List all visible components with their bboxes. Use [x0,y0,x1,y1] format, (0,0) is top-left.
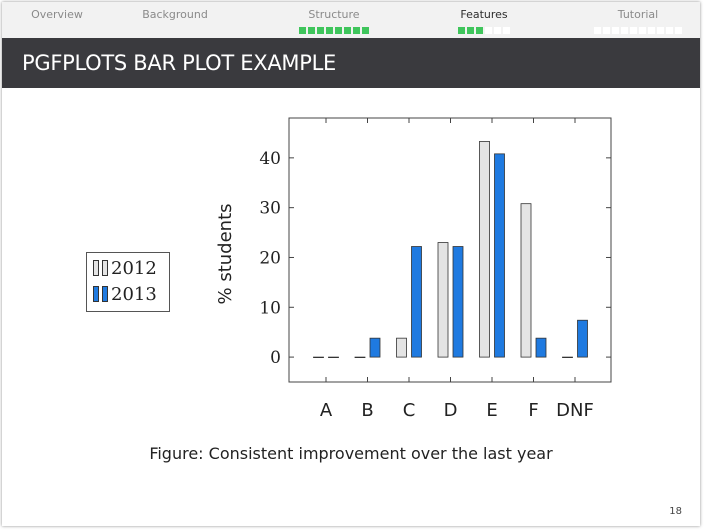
bar-2012-C [396,337,407,358]
nav-progress-dot [657,27,664,34]
x-tick-label: C [403,400,416,421]
y-tick-label: 40 [259,149,281,169]
y-tick-label: 30 [259,199,281,219]
x-tick-label: D [444,400,458,421]
nav-progress-dot [612,27,619,34]
legend-label: 2012 [111,257,157,279]
slide-title-bar: PGFPLOTS BAR PLOT EXAMPLE [2,38,700,88]
bar-2013-DNF [577,319,588,358]
nav-section-title: Tutorial [617,8,659,21]
nav-progress-dot [621,27,628,34]
nav-section-structure[interactable]: Structure [264,8,404,34]
nav-section-tutorial[interactable]: Tutorial [568,8,704,34]
bar-2012-DNF [562,356,573,358]
nav-progress-dot [503,27,510,34]
legend-item-2012: 2012 [93,257,157,279]
nav-progress-dots [568,27,704,34]
nav-progress-dot [485,27,492,34]
nav-progress-dot [639,27,646,34]
x-tick-label: B [361,400,373,421]
nav-section-title: Features [460,8,508,21]
plot-frame [288,117,612,383]
nav-progress-dot [648,27,655,34]
nav-section-overview[interactable]: Overview [0,8,127,27]
x-tick-label: A [320,400,333,421]
plot-layer: 0 10 20 30 40 % students A B C D E F DNF [215,117,612,421]
nav-progress-dot [458,27,465,34]
bar-2012-A [313,356,324,358]
nav-section-title: Background [142,8,208,21]
nav-progress-dot [594,27,601,34]
x-tick-label: F [528,400,538,421]
nav-progress-dot [630,27,637,34]
nav-section-features[interactable]: Features [414,8,554,34]
legend-label: 2013 [111,283,157,305]
nav-progress-dot [603,27,610,34]
legend-item-2013: 2013 [93,283,157,305]
slide: Overview Background Structure Features T… [2,2,700,526]
nav-progress-dot [335,27,342,34]
nav-progress-dot [362,27,369,34]
nav-progress-dot [317,27,324,34]
y-tick-label: 0 [270,348,281,368]
page-number: 18 [669,506,682,517]
nav-progress-dot [467,27,474,34]
bar-2013-E [494,153,505,358]
nav-progress-dot [675,27,682,34]
nav-progress-dot [476,27,483,34]
y-tick-label: 20 [259,248,281,268]
chart-legend: 2012 2013 [86,252,170,312]
nav-progress-dot [344,27,351,34]
x-tick-label: DNF [556,400,594,421]
nav-progress-dot [353,27,360,34]
x-tick-label: E [486,400,497,421]
nav-progress-dot [326,27,333,34]
bar-2012-D [437,242,449,358]
bar-2012-E [479,141,490,358]
bar-2012-B [354,356,366,358]
legend-swatch-2012 [93,260,108,276]
bar-2012-F [520,203,532,358]
slide-title: PGFPLOTS BAR PLOT EXAMPLE [22,51,336,75]
nav-section-title: Overview [31,8,83,21]
nav-progress-dots [414,27,554,34]
section-navigation-bar: Overview Background Structure Features T… [2,2,700,38]
caption-text: Consistent improvement over the last yea… [208,444,553,463]
nav-progress-dot [494,27,501,34]
nav-progress-dots [264,27,404,34]
nav-progress-dot [308,27,315,34]
bar-2013-B [369,337,381,358]
y-tick-label: 10 [259,298,281,318]
nav-progress-dot [299,27,306,34]
bar-chart: 0 10 20 30 40 % students A B C D E F DNF [215,117,612,421]
bar-2013-F [535,337,547,358]
figure-caption: Figure: Consistent improvement over the … [2,444,700,463]
nav-progress-dot [666,27,673,34]
legend-swatch-2013 [93,286,108,302]
nav-section-title: Structure [308,8,360,21]
nav-section-background[interactable]: Background [105,8,245,27]
caption-label: Figure: [149,444,204,463]
bar-2013-A [328,356,339,358]
y-axis-label: % students [215,203,236,304]
bar-2013-D [452,246,464,358]
bar-2013-C [411,246,422,358]
